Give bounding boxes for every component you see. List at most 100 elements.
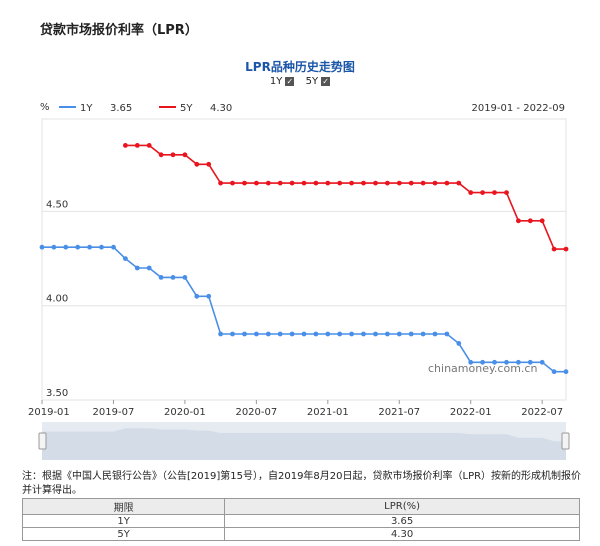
- x-tick-label: 2021-01: [307, 407, 349, 418]
- table-header-row: 期限 LPR(%): [21, 498, 580, 515]
- data-point-5y: [480, 190, 485, 195]
- footnote: 注：根据《中国人民银行公告》（公告[2019]第15号），自2019年8月20日…: [22, 471, 582, 496]
- data-point-1y: [361, 331, 366, 337]
- data-point-1y: [170, 275, 176, 280]
- data-point-1y: [563, 369, 569, 375]
- page-title: 贷款市场报价利率（LPR）: [40, 23, 198, 38]
- data-point-1y: [254, 331, 259, 337]
- data-point-5y: [218, 180, 224, 186]
- navigator-right-handle[interactable]: [561, 432, 570, 450]
- x-tick-label: 2019-07: [93, 407, 135, 418]
- data-point-1y: [444, 331, 450, 337]
- grid: [41, 118, 567, 401]
- data-point-1y: [39, 244, 45, 250]
- data-point-1y: [516, 359, 521, 365]
- data-point-1y: [539, 359, 545, 365]
- x-tick-label: 2019-01: [28, 407, 70, 418]
- checkbox-checked-icon[interactable]: ✓: [285, 77, 295, 86]
- x-tick-label: 2021-07: [378, 407, 420, 418]
- data-point-1y: [218, 331, 224, 337]
- cell-rate: 3.65: [224, 514, 580, 528]
- y-unit-label: %: [40, 102, 50, 113]
- data-point-5y: [396, 180, 402, 186]
- data-point-5y: [194, 161, 200, 167]
- data-point-1y: [194, 293, 200, 299]
- data-point-5y: [504, 190, 509, 195]
- data-point-5y: [444, 180, 450, 186]
- data-point-5y: [361, 180, 366, 186]
- data-point-5y: [551, 246, 557, 252]
- data-point-5y: [563, 246, 569, 252]
- series: [39, 143, 569, 375]
- data-point-5y: [146, 143, 152, 148]
- data-point-5y: [456, 180, 462, 186]
- data-point-1y: [527, 359, 533, 365]
- data-point-1y: [492, 359, 497, 365]
- data-point-5y: [301, 180, 307, 186]
- x-tick-label: 2020-01: [164, 407, 206, 418]
- data-point-1y: [337, 331, 343, 337]
- toggle-5y[interactable]: 5Y ✓: [306, 76, 331, 87]
- plot-frame: [41, 118, 567, 401]
- data-point-1y: [134, 265, 140, 271]
- data-point-1y: [123, 256, 128, 261]
- data-point-5y: [277, 180, 283, 186]
- data-point-5y: [349, 180, 354, 186]
- data-point-5y: [385, 180, 390, 186]
- checkbox-checked-icon[interactable]: ✓: [321, 77, 331, 86]
- data-point-5y: [527, 218, 533, 224]
- data-point-1y: [349, 331, 354, 337]
- data-point-5y: [408, 180, 414, 186]
- data-point-1y: [289, 331, 295, 337]
- y-tick-label: 4.50: [46, 199, 68, 210]
- data-point-1y: [325, 331, 331, 337]
- data-point-1y: [432, 331, 438, 337]
- data-point-1y: [158, 275, 164, 280]
- x-tick-label: 2022-07: [521, 407, 563, 418]
- x-tick-label: 2022-01: [450, 407, 492, 418]
- date-range-label: 2019-01 - 2022-09: [471, 103, 565, 114]
- lpr-line-chart: 3.50 4.00 4.50 2019-01 2019-07 2020-01 2020-07…: [28, 102, 570, 460]
- data-point-1y: [265, 331, 271, 337]
- data-point-5y: [134, 143, 140, 148]
- cell-rate: 4.30: [224, 527, 580, 541]
- data-point-1y: [313, 331, 319, 337]
- toggle-1y[interactable]: 1Y ✓: [269, 76, 295, 87]
- data-point-1y: [551, 369, 557, 375]
- header-term: 期限: [21, 498, 226, 515]
- data-point-5y: [289, 180, 295, 186]
- watermark: chinamoney.com.cn: [428, 362, 537, 375]
- series-toggles: 1Y ✓ 5Y ✓: [0, 76, 600, 87]
- data-point-5y: [170, 152, 176, 158]
- data-point-1y: [385, 331, 390, 337]
- y-tick-label: 3.50: [46, 388, 68, 399]
- series-line-5y: [125, 144, 566, 250]
- data-point-5y: [373, 180, 378, 186]
- axes: 3.50 4.00 4.50 2019-01 2019-07 2020-01 2020-07…: [28, 199, 563, 418]
- data-point-1y: [230, 331, 235, 337]
- table-row: 5Y 4.30: [21, 527, 580, 541]
- data-point-1y: [146, 265, 152, 271]
- data-point-1y: [75, 244, 81, 250]
- data-point-1y: [242, 331, 247, 337]
- data-point-1y: [63, 244, 69, 250]
- toggle-1y-label: 1Y: [269, 76, 283, 87]
- data-point-5y: [468, 190, 474, 195]
- data-point-1y: [206, 293, 212, 299]
- data-point-5y: [265, 180, 271, 186]
- data-point-5y: [337, 180, 343, 186]
- data-point-5y: [182, 152, 188, 158]
- data-point-5y: [123, 143, 128, 148]
- data-point-1y: [456, 341, 462, 346]
- data-point-1y: [480, 359, 485, 365]
- data-point-5y: [432, 180, 438, 186]
- navigator-left-handle[interactable]: [38, 432, 47, 450]
- data-point-1y: [396, 331, 402, 337]
- legend-1y-label: 1Y: [80, 103, 93, 114]
- data-point-1y: [99, 244, 104, 250]
- header-lpr: LPR(%): [224, 498, 580, 515]
- data-point-1y: [504, 359, 509, 365]
- range-navigator[interactable]: [38, 422, 570, 460]
- data-point-1y: [420, 331, 426, 337]
- table-row: 1Y 3.65: [21, 514, 580, 528]
